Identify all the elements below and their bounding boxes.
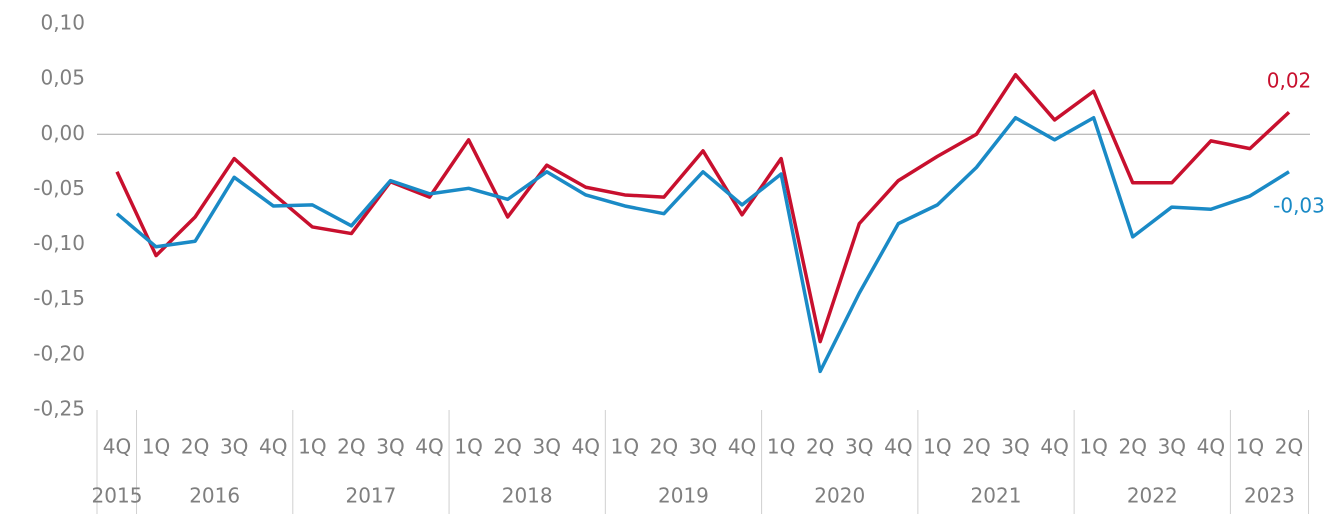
x-tick-label: 2Q	[181, 435, 209, 459]
x-tick-label: 1Q	[1236, 435, 1264, 459]
year-label: 2021	[971, 484, 1022, 508]
x-tick-label: 2Q	[1275, 435, 1303, 459]
x-tick-label: 3Q	[376, 435, 404, 459]
x-tick-label: 1Q	[454, 435, 482, 459]
x-tick-label: 4Q	[572, 435, 600, 459]
x-tick-label: 1Q	[611, 435, 639, 459]
year-label: 2017	[345, 484, 396, 508]
y-tick-label: -0,10	[33, 231, 85, 255]
y-tick-label: -0,15	[33, 286, 85, 310]
x-tick-label: 2Q	[806, 435, 834, 459]
year-label: 2018	[502, 484, 553, 508]
year-label: 2015	[92, 484, 143, 508]
x-tick-label: 3Q	[1158, 435, 1186, 459]
y-tick-label: 0,10	[40, 11, 85, 35]
x-tick-label: 4Q	[259, 435, 287, 459]
x-tick-label: 2Q	[650, 435, 678, 459]
end-label: -0,03	[1273, 193, 1325, 217]
x-tick-label: 1Q	[767, 435, 795, 459]
x-tick-label: 3Q	[689, 435, 717, 459]
year-label: 2019	[658, 484, 709, 508]
y-tick-label: 0,00	[40, 121, 85, 145]
x-tick-label: 4Q	[1040, 435, 1068, 459]
x-tick-label: 4Q	[103, 435, 131, 459]
year-label: 2023	[1244, 484, 1295, 508]
y-tick-label: -0,20	[33, 341, 85, 365]
x-tick-label: 3Q	[532, 435, 560, 459]
year-label: 2022	[1127, 484, 1178, 508]
year-label: 2016	[189, 484, 240, 508]
x-tick-label: 1Q	[298, 435, 326, 459]
x-tick-label: 1Q	[142, 435, 170, 459]
series-line	[115, 72, 1291, 344]
x-tick-label: 3Q	[845, 435, 873, 459]
x-tick-label: 4Q	[1197, 435, 1225, 459]
end-label: 0,02	[1267, 69, 1312, 93]
x-tick-label: 4Q	[884, 435, 912, 459]
series-line	[115, 115, 1290, 374]
y-tick-label: 0,05	[40, 66, 85, 90]
x-tick-label: 2Q	[962, 435, 990, 459]
y-tick-label: -0,25	[33, 397, 85, 421]
x-tick-label: 3Q	[1001, 435, 1029, 459]
y-tick-label: -0,05	[33, 176, 85, 200]
x-tick-label: 4Q	[728, 435, 756, 459]
x-tick-label: 2Q	[493, 435, 521, 459]
x-tick-label: 3Q	[220, 435, 248, 459]
x-tick-label: 1Q	[923, 435, 951, 459]
x-tick-label: 1Q	[1079, 435, 1107, 459]
x-tick-label: 2Q	[337, 435, 365, 459]
year-label: 2020	[814, 484, 865, 508]
x-tick-label: 2Q	[1118, 435, 1146, 459]
x-tick-label: 4Q	[415, 435, 443, 459]
